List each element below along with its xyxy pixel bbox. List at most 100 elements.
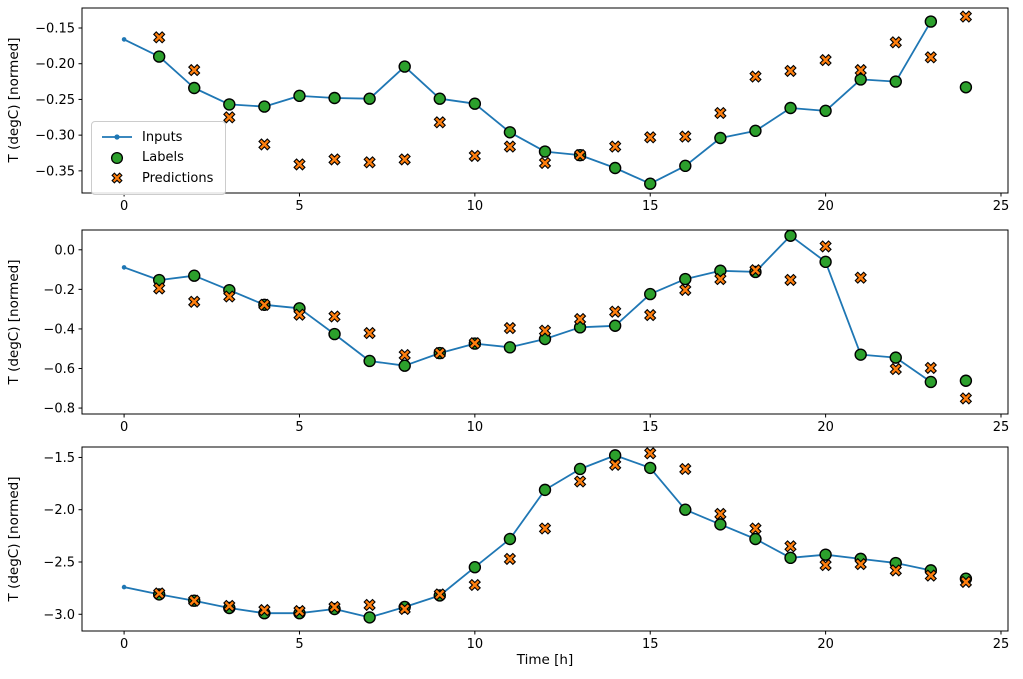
labels-marker — [538, 483, 552, 497]
predictions-marker — [223, 111, 236, 124]
predictions-marker — [573, 312, 587, 326]
axes-frame — [81, 446, 1009, 632]
y-tick-label: −2.5 — [43, 556, 75, 571]
predictions-marker — [398, 153, 411, 166]
x-tick-label: 5 — [295, 420, 303, 435]
legend-label-inputs: Inputs — [142, 129, 183, 145]
inputs-point — [121, 265, 127, 270]
axes-frame — [81, 7, 1009, 194]
predictions-marker — [188, 63, 201, 77]
labels-marker — [819, 255, 832, 269]
x-tick-label: 10 — [467, 199, 484, 214]
labels-marker — [679, 159, 692, 173]
predictions-marker — [644, 308, 657, 322]
predictions-marker — [749, 70, 762, 83]
labels-marker — [644, 177, 657, 190]
predictions-marker — [924, 569, 937, 582]
y-tick-label: −0.15 — [35, 22, 75, 37]
predictions-marker — [398, 348, 411, 362]
subplot-2: 0 5 10 15 20 25 −1.5 −2.0 −2.5 −3.0 — [43, 446, 1010, 652]
predictions-marker — [153, 587, 166, 600]
legend-item-inputs: Inputs — [100, 127, 213, 148]
labels-marker — [608, 449, 622, 462]
labels-marker — [398, 359, 411, 372]
predictions-marker — [819, 240, 832, 253]
labels-marker — [468, 561, 482, 574]
predictions-marker — [538, 324, 552, 337]
x-tick-label: 5 — [295, 199, 303, 214]
labels-marker — [784, 101, 797, 115]
x-tick-label: 25 — [993, 199, 1010, 214]
labels-marker — [608, 161, 622, 175]
labels-marker — [363, 92, 376, 105]
predictions-marker — [889, 36, 902, 49]
legend-item-predictions: Predictions — [100, 168, 213, 189]
predictions-marker — [854, 557, 867, 571]
predictions-marker — [924, 51, 937, 64]
predictions-marker — [363, 156, 376, 169]
x-tick-label: 25 — [993, 420, 1010, 435]
labels-marker — [503, 126, 517, 139]
labels-marker — [784, 551, 797, 565]
labels-marker — [819, 104, 832, 118]
x-tick-label: 25 — [993, 637, 1010, 652]
inputs-line — [123, 234, 932, 383]
labels-circle-icon — [110, 151, 124, 164]
labels-marker — [573, 462, 587, 476]
labels-marker — [538, 145, 552, 158]
x-tick-label: 15 — [642, 420, 659, 435]
labels-marker — [679, 272, 692, 286]
labels-marker — [363, 354, 376, 368]
labels-marker — [223, 98, 236, 111]
legend-item-labels: Labels — [100, 148, 213, 169]
labels-marker — [854, 73, 867, 86]
labels-marker — [152, 50, 166, 63]
predictions-marker — [328, 310, 341, 323]
predictions-marker — [679, 283, 692, 297]
labels-marker — [924, 15, 938, 28]
legend-label-predictions: Predictions — [142, 170, 214, 186]
predictions-marker — [749, 264, 762, 277]
x-tick-label: 0 — [120, 199, 128, 214]
predictions-marker — [889, 564, 902, 577]
inputs-point — [121, 37, 127, 42]
predictions-marker — [503, 321, 517, 335]
predictions-marker — [609, 458, 622, 471]
y-tick-label: −3.0 — [43, 608, 75, 623]
labels-marker — [959, 81, 973, 94]
predictions-marker — [959, 10, 973, 23]
x-tick-label: 0 — [120, 637, 128, 652]
subplot-1: 0 5 10 15 20 25 0.0 −0.2 −0.4 −0.6 −0.8 — [43, 229, 1010, 435]
predictions-marker — [223, 599, 236, 613]
labels-marker — [503, 341, 517, 354]
predictions-x-icon — [111, 172, 123, 184]
labels-marker — [363, 611, 376, 624]
labels-marker — [503, 532, 517, 546]
predictions-marker — [784, 64, 797, 78]
x-tick-label: 5 — [295, 637, 303, 652]
predictions-marker — [644, 447, 657, 460]
predictions-marker — [679, 462, 692, 476]
x-tick-label: 10 — [467, 637, 484, 652]
labels-marker — [889, 75, 902, 88]
predictions-marker — [573, 148, 587, 162]
x-tick-label: 10 — [467, 420, 484, 435]
predictions-marker — [153, 282, 166, 295]
y-tick-label: −0.2 — [43, 283, 75, 298]
labels-marker — [608, 319, 622, 332]
labels-marker — [749, 124, 762, 138]
predictions-marker — [959, 575, 973, 589]
subplot-0: 0 5 10 15 20 25 −0.15 −0.20 −0.25 −0.30 −0.35 — [35, 7, 1010, 214]
labels-marker — [258, 100, 271, 113]
predictions-marker — [959, 392, 973, 405]
predictions-marker — [819, 53, 832, 67]
labels-marker — [293, 89, 306, 103]
y-axis-label-bottom: T (degC) [normed] — [6, 476, 22, 602]
labels-marker — [644, 461, 657, 475]
legend: Inputs Labels Predictions — [91, 121, 227, 195]
predictions-marker — [503, 552, 517, 566]
labels-marker — [433, 92, 446, 105]
labels-marker — [679, 503, 692, 516]
predictions-marker — [188, 594, 201, 607]
